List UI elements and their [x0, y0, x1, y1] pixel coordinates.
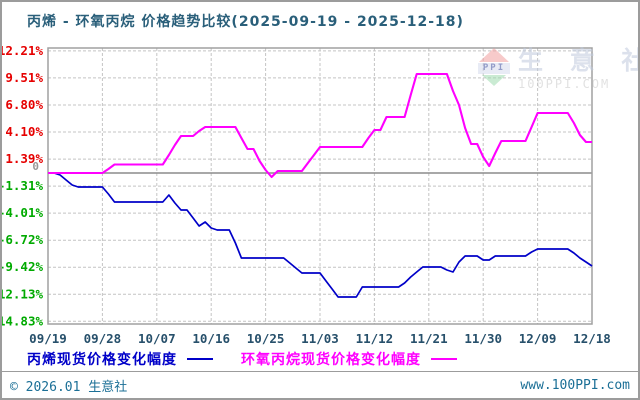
svg-text:12.21%: 12.21%: [2, 43, 43, 58]
svg-text:11/03: 11/03: [301, 331, 339, 346]
footer-copyright: © 2026.01 生意社: [10, 379, 128, 395]
svg-text:10/07: 10/07: [138, 331, 176, 346]
legend-label-propylene: 丙烯现货价格变化幅度: [27, 352, 177, 368]
svg-text:-4.01%: -4.01%: [2, 205, 43, 220]
svg-text:12/18: 12/18: [573, 331, 611, 346]
svg-text:-6.72%: -6.72%: [2, 232, 43, 247]
svg-text:1.39%: 1.39%: [5, 151, 43, 166]
svg-text:-14.83%: -14.83%: [2, 313, 43, 328]
svg-text:9.51%: 9.51%: [5, 70, 43, 85]
svg-text:-1.31%: -1.31%: [2, 178, 43, 193]
svg-text:0: 0: [32, 160, 39, 173]
svg-text:12/09: 12/09: [519, 331, 557, 346]
svg-text:-12.13%: -12.13%: [2, 286, 43, 301]
page-title: 丙烯 - 环氧丙烷 价格趋势比较(2025-09-19 - 2025-12-18…: [27, 14, 464, 30]
svg-text:10/25: 10/25: [247, 331, 285, 346]
svg-text:11/21: 11/21: [410, 331, 448, 346]
svg-text:10/16: 10/16: [192, 331, 230, 346]
svg-text:4.10%: 4.10%: [5, 124, 43, 139]
footer-site-link[interactable]: www.100PPI.com: [520, 377, 630, 393]
svg-text:09/19: 09/19: [29, 331, 67, 346]
svg-text:6.80%: 6.80%: [5, 97, 43, 112]
svg-text:09/28: 09/28: [84, 331, 122, 346]
legend-label-propylene-oxide: 环氧丙烷现货价格变化幅度: [241, 352, 421, 368]
legend-line-sample-propylene: [187, 358, 213, 360]
svg-text:-9.42%: -9.42%: [2, 259, 43, 274]
svg-text:11/12: 11/12: [356, 331, 394, 346]
svg-text:11/30: 11/30: [464, 331, 502, 346]
footer-bar: © 2026.01 生意社 www.100PPI.com: [2, 371, 638, 398]
legend-line-sample-propylene-oxide: [431, 358, 457, 360]
chart-legend: 丙烯现货价格变化幅度 环氧丙烷现货价格变化幅度: [27, 350, 485, 368]
